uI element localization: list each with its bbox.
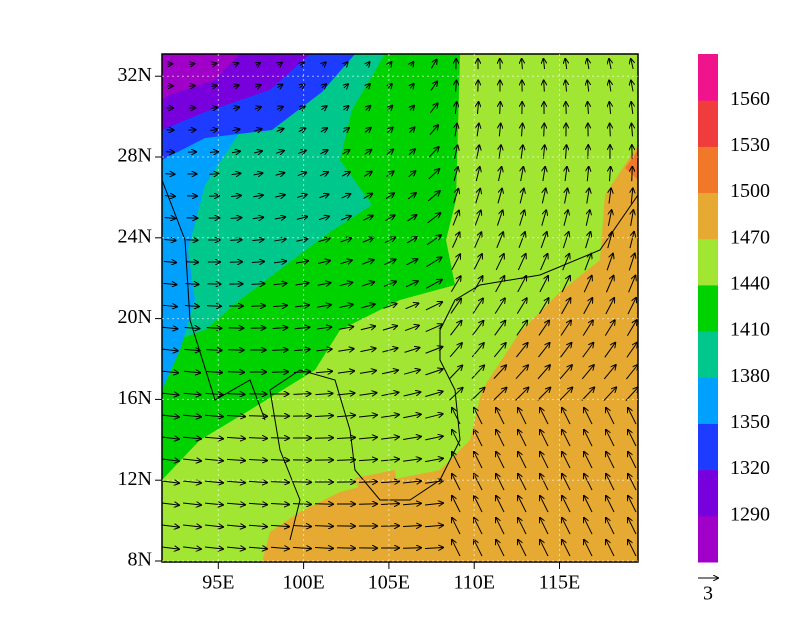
x-tick-label: 95E (202, 572, 234, 594)
wind-vector (337, 460, 355, 461)
colorbar-box (698, 516, 718, 563)
colorbar-label: 1530 (730, 134, 770, 156)
wind-vector (210, 174, 219, 175)
colorbar-label: 1440 (730, 273, 770, 295)
wind-vector (610, 124, 611, 137)
y-tick-label: 24N (118, 225, 152, 247)
wind-vector (271, 460, 289, 461)
colorbar-box (698, 377, 718, 424)
wind-vector (166, 174, 175, 175)
y-tick-label: 20N (118, 306, 152, 328)
y-tick-label: 16N (118, 387, 152, 409)
wind-vector (228, 372, 244, 373)
wind-vector (165, 196, 175, 197)
colorbar-label: 1290 (730, 503, 770, 525)
colorbar-label: 1560 (730, 88, 770, 110)
wind-vector (230, 240, 241, 241)
wind-vector (632, 167, 633, 181)
wind-vector (544, 124, 545, 137)
y-tick-label: 32N (118, 64, 152, 86)
x-tick-label: 115E (539, 572, 580, 594)
colorbar-box (698, 239, 718, 286)
colorbar-box (698, 423, 718, 470)
colorbar-box (698, 193, 718, 240)
wind-vector (251, 306, 265, 307)
wind-vector (500, 102, 501, 114)
colorbar-box (698, 331, 718, 378)
colorbar-label: 1410 (730, 319, 770, 341)
wind-vector (249, 416, 267, 417)
x-tick-label: 105E (368, 572, 410, 594)
colorbar-label: 1500 (730, 180, 770, 202)
wind-vector (337, 548, 355, 549)
wind-vector (315, 438, 333, 439)
wind-vector (544, 80, 545, 91)
wind-vector (315, 526, 333, 527)
wind-vector (186, 262, 198, 263)
colorbar-label: 1320 (730, 457, 770, 479)
wind-vector (189, 86, 195, 87)
colorbar-box (698, 100, 718, 147)
y-tick-label: 8N (128, 549, 152, 571)
wind-vector (207, 328, 222, 329)
colorbar-label: 1470 (730, 226, 770, 248)
colorbar-box (698, 470, 718, 517)
y-tick-label: 28N (118, 145, 152, 167)
wind-vector (272, 350, 287, 351)
colorbar-box (698, 285, 718, 332)
x-tick-label: 100E (282, 572, 324, 594)
reference-label: 3 (703, 583, 713, 605)
y-tick-label: 12N (118, 468, 152, 490)
x-tick-label: 110E (453, 572, 494, 594)
wind-vector (293, 394, 310, 395)
colorbar-label: 1380 (730, 365, 770, 387)
colorbar-box (698, 54, 718, 101)
colorbar-label: 1350 (730, 411, 770, 433)
colorbar-box (698, 146, 718, 193)
